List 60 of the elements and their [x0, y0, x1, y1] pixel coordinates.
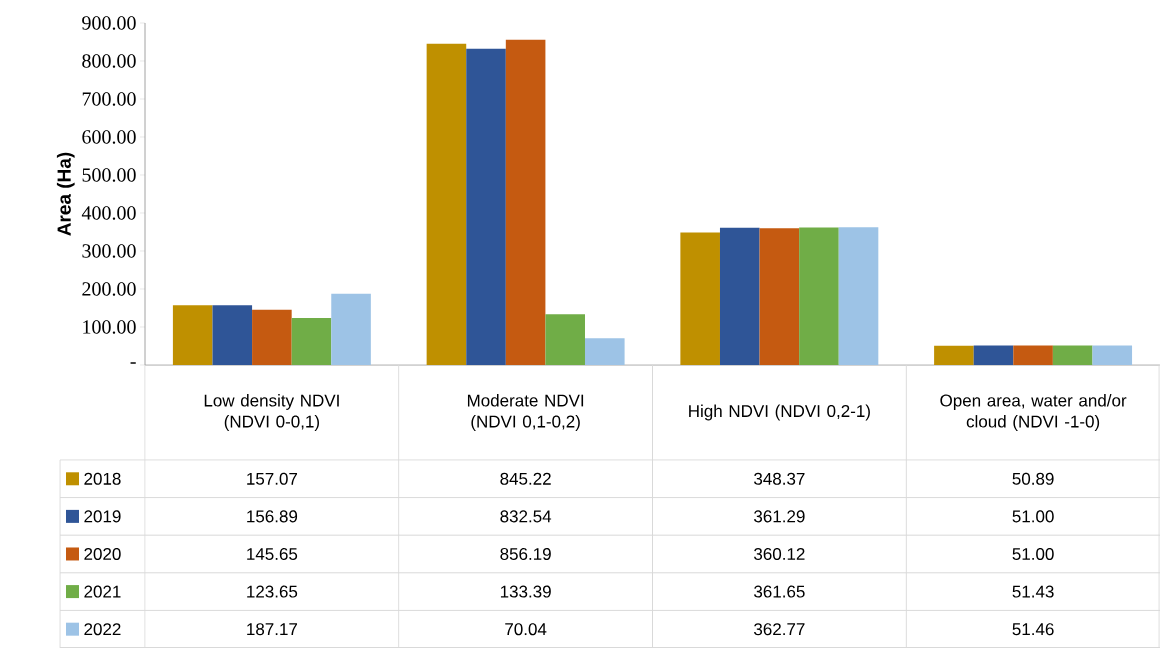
- data-label: 123.65: [247, 585, 298, 598]
- data-label: 51.00: [1012, 510, 1054, 523]
- data-label: 51.43: [1012, 585, 1054, 598]
- bar: [466, 48, 506, 365]
- data-label: 51.46: [1012, 623, 1054, 636]
- data-label: 145.65: [247, 547, 298, 561]
- y-tick-label: 600.00: [82, 130, 136, 144]
- x-tick-label: Open area, water and/or cloud (NDVI -1-0): [940, 394, 1127, 431]
- bar: [1092, 345, 1133, 365]
- x-tick-label: Moderate NDVI (NDVI 0,1-0,2): [467, 394, 584, 431]
- data-label: 832.54: [500, 510, 552, 523]
- bar: [331, 293, 371, 365]
- data-label: 157.07: [247, 472, 298, 485]
- y-tick-label: 500.00: [82, 168, 136, 182]
- y-tick-label: 300.00: [82, 244, 136, 258]
- bar: [759, 228, 800, 365]
- bar: [680, 232, 720, 365]
- y-tick-label: 400.00: [81, 206, 136, 220]
- bar: [799, 227, 839, 365]
- bar: [973, 345, 1014, 365]
- data-label: 50.89: [1012, 472, 1054, 485]
- y-tick-label: 700.00: [82, 92, 136, 106]
- y-tick-label: 800.00: [82, 54, 136, 68]
- data-label: 845.22: [500, 472, 551, 485]
- bar: [1052, 345, 1093, 365]
- bar: [252, 309, 292, 365]
- data-label: 70.04: [505, 623, 547, 636]
- data-label: 362.77: [754, 623, 805, 636]
- data-label: 856.19: [500, 547, 551, 561]
- data-label: 361.29: [754, 510, 805, 523]
- y-tick-label: -: [130, 362, 136, 364]
- bar: [172, 305, 213, 365]
- bar: [505, 39, 546, 365]
- legend-label: 2019: [84, 510, 121, 523]
- bar: [545, 314, 585, 365]
- data-label: 361.65: [754, 585, 805, 598]
- legend-label: 2021: [84, 585, 121, 598]
- bar: [1013, 345, 1053, 365]
- bar: [291, 318, 332, 365]
- y-axis-title: Area (Ha): [56, 152, 75, 236]
- data-label: 51.00: [1012, 547, 1054, 561]
- y-tick-label: 900.00: [82, 16, 136, 30]
- data-label: 187.17: [247, 623, 298, 636]
- y-tick-label: 200.00: [82, 282, 136, 296]
- bar: [719, 227, 760, 365]
- bar: [934, 345, 974, 365]
- bar: [212, 305, 253, 365]
- bar: [585, 338, 625, 365]
- bar: [426, 43, 467, 365]
- data-label: 360.12: [754, 547, 805, 561]
- data-label: 156.89: [247, 510, 298, 523]
- legend-label: 2018: [84, 472, 121, 485]
- legend-label: 2020: [84, 547, 121, 561]
- x-tick-label: High NDVI (NDVI 0,2-1): [689, 404, 870, 421]
- legend-label: 2022: [84, 623, 121, 636]
- data-label: 133.39: [500, 585, 551, 598]
- x-tick-label: Low density NDVI (NDVI 0-0,1): [204, 394, 339, 431]
- data-label: 348.37: [754, 472, 805, 485]
- bar: [838, 227, 879, 365]
- y-tick-label: 100.00: [83, 320, 136, 334]
